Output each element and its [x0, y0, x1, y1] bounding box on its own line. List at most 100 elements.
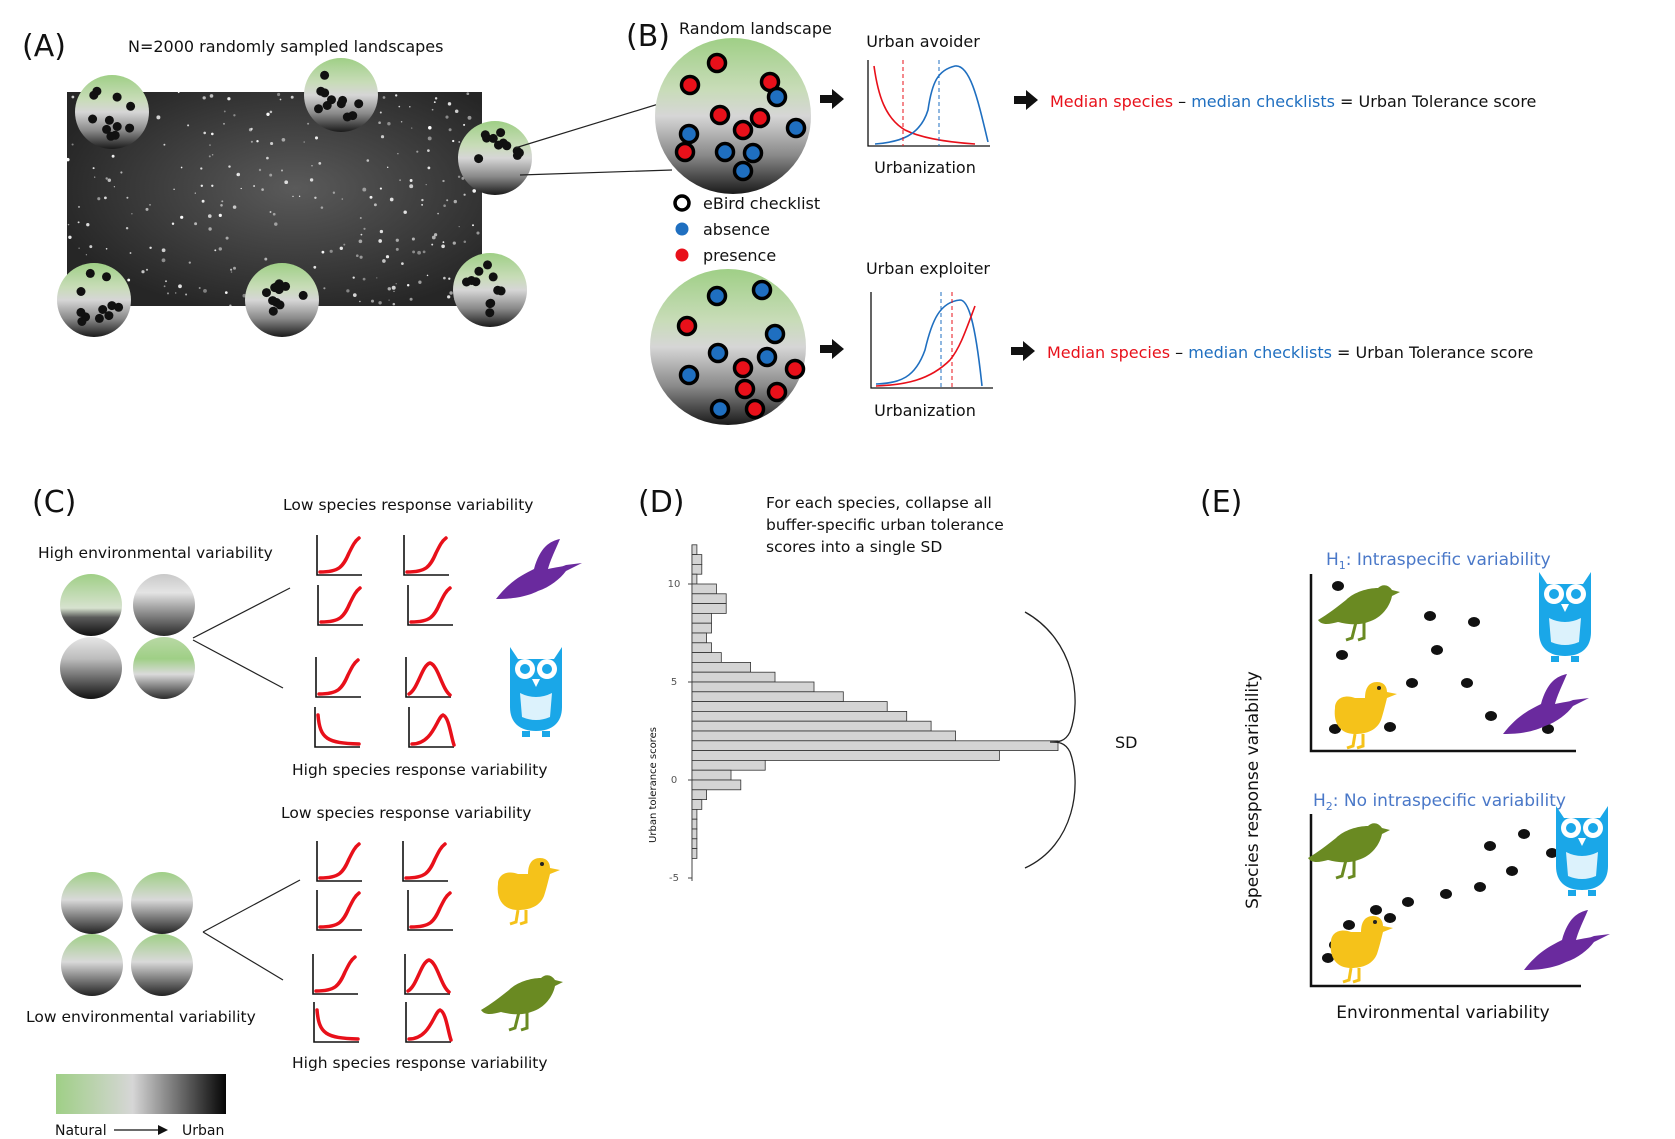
response-curve — [316, 713, 361, 746]
species-dot — [1402, 897, 1414, 907]
response-axes — [312, 954, 358, 995]
formula-checklists: median checklists — [1191, 92, 1335, 111]
city-light — [111, 154, 115, 158]
city-light — [113, 186, 116, 188]
city-light — [323, 287, 326, 290]
checklist-dot — [488, 272, 498, 282]
city-light — [409, 179, 413, 182]
city-light — [269, 173, 273, 177]
sd-label: SD — [1115, 733, 1137, 752]
response-curve — [317, 658, 360, 696]
city-light — [341, 198, 344, 200]
high-response-label-bottom: High species response variability — [292, 1054, 548, 1072]
city-light — [417, 250, 421, 255]
presence-dot — [709, 104, 731, 126]
city-light — [71, 95, 75, 99]
species-dot — [1506, 866, 1518, 876]
city-light — [107, 178, 112, 183]
city-light — [166, 292, 170, 295]
city-light — [77, 221, 80, 224]
formula-avoider: Median species – median checklists = Urb… — [1050, 92, 1536, 111]
response-axes — [315, 657, 361, 698]
city-light — [248, 128, 253, 132]
city-light — [449, 291, 453, 295]
checklist-dot — [104, 311, 114, 321]
checklist-dot — [88, 114, 98, 124]
city-light — [272, 212, 276, 216]
city-light — [211, 184, 214, 187]
avoider-xlabel: Urbanization — [874, 158, 976, 177]
checklist-dot — [338, 95, 348, 105]
brace-icon — [1024, 611, 1076, 869]
city-light — [387, 122, 391, 126]
histogram-tick-label: 0 — [671, 775, 677, 786]
arrow-right-icon — [1014, 90, 1038, 110]
city-light — [218, 213, 222, 217]
response-axes — [405, 657, 451, 698]
absence-dot — [678, 364, 700, 386]
presence-dot — [674, 141, 696, 163]
city-light — [141, 270, 145, 274]
city-light — [307, 122, 310, 125]
species-response-ylabel: Species response variability — [1243, 671, 1263, 909]
city-light — [403, 210, 407, 214]
checklist-dot — [494, 140, 503, 150]
absence-dot — [709, 398, 731, 420]
city-light — [458, 141, 461, 143]
checklist-dot — [76, 307, 86, 317]
city-light — [476, 231, 480, 235]
panel-d: (D) For each species, collapse all buffe… — [638, 485, 1137, 884]
panel-e-label: (E) — [1200, 485, 1242, 520]
histogram-bar — [691, 671, 776, 683]
arrow-right-icon — [158, 1125, 168, 1135]
species-dot — [1468, 617, 1480, 627]
city-light — [343, 243, 346, 246]
city-light — [208, 227, 212, 231]
city-light — [395, 94, 398, 97]
city-light — [66, 157, 70, 162]
panel-c-label: (C) — [32, 485, 76, 520]
city-light — [194, 222, 198, 226]
histogram-bar — [691, 838, 698, 849]
city-light — [454, 109, 459, 113]
connector-line — [514, 101, 666, 149]
city-light — [359, 255, 363, 259]
presence-dot — [679, 74, 701, 96]
city-light — [472, 224, 474, 227]
duck-icon — [496, 856, 562, 926]
city-light — [427, 136, 432, 141]
species-dot — [1485, 711, 1497, 721]
landscape-sample-circle — [245, 263, 319, 337]
owl-icon — [1556, 806, 1608, 896]
env-circle — [131, 934, 193, 996]
city-light — [463, 240, 467, 244]
city-light — [434, 97, 438, 100]
response-axes — [407, 585, 453, 626]
city-light — [290, 95, 294, 99]
city-light — [362, 187, 367, 192]
checklist-dot — [480, 130, 490, 140]
city-light — [400, 121, 403, 123]
city-light — [292, 195, 294, 198]
city-light — [467, 115, 472, 120]
city-light — [431, 235, 436, 240]
presence-dot — [784, 358, 806, 380]
city-light — [264, 257, 268, 261]
checklist-dot — [483, 260, 492, 270]
presence-dot — [732, 357, 754, 379]
panel-b-label: (B) — [626, 19, 670, 54]
duck-icon — [1329, 914, 1395, 984]
histogram-bar — [691, 730, 956, 742]
city-light — [378, 239, 383, 243]
response-curve — [318, 891, 361, 929]
presence-dot — [676, 315, 698, 337]
owl-icon — [1539, 572, 1591, 662]
formula-exploiter: Median species – median checklists = Urb… — [1047, 343, 1533, 362]
city-light — [352, 276, 355, 279]
checklist-dot — [467, 276, 476, 285]
response-axes — [313, 1002, 359, 1043]
city-light — [77, 205, 81, 208]
city-light — [409, 297, 413, 301]
city-light — [386, 166, 389, 169]
